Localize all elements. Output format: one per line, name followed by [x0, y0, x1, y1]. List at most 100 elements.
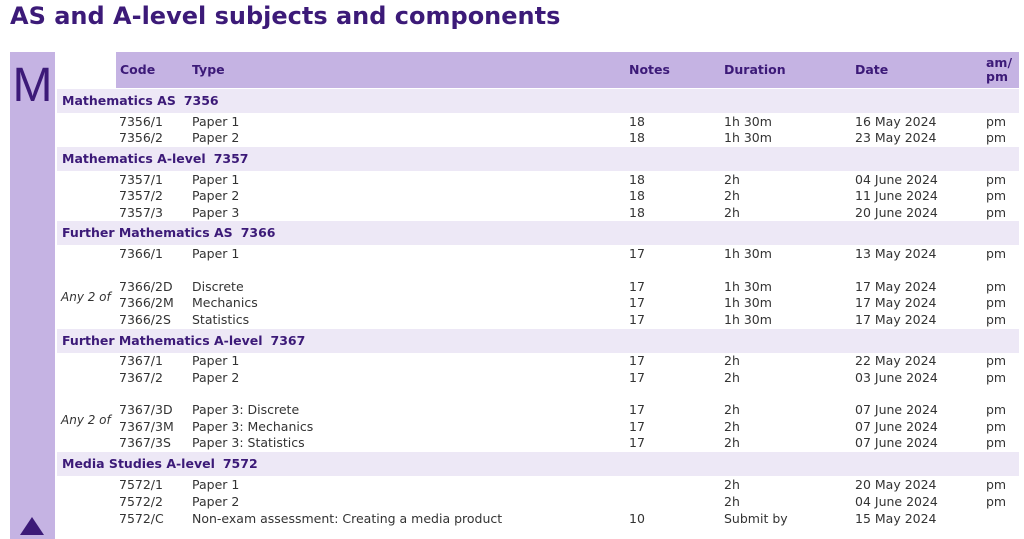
table-row: 7357/2 Paper 2 18 2h 11 June 2024 pm: [57, 188, 1019, 205]
table-row: 7367/2 Paper 2 17 2h 03 June 2024 pm: [57, 370, 1019, 387]
table-row: 7356/1 Paper 1 18 1h 30m 16 May 2024 pm: [57, 114, 1019, 131]
cell-notes: 17: [629, 295, 645, 310]
cell-duration: 1h 30m: [724, 130, 772, 145]
cell-notes: 17: [629, 435, 645, 450]
section-header: Mathematics AS 7356: [57, 89, 1019, 113]
section-code: 7366: [240, 225, 276, 240]
cell-notes: 17: [629, 370, 645, 385]
section-name: Further Mathematics AS: [62, 225, 233, 240]
cell-ampm: pm: [986, 279, 1007, 294]
group-note: Any 2 of: [61, 413, 111, 427]
page-title: AS and A-level subjects and components: [10, 2, 561, 30]
section-name: Mathematics A-level: [62, 151, 206, 166]
cell-notes: 10: [629, 511, 645, 526]
section-name: Mathematics AS: [62, 93, 176, 108]
cell-type: Paper 3: Discrete: [192, 402, 300, 417]
cell-notes: 17: [629, 353, 645, 368]
cell-ampm: pm: [986, 435, 1007, 450]
triangle-up-icon[interactable]: [20, 517, 44, 535]
cell-duration: 2h: [724, 353, 740, 368]
header-date: Date: [855, 62, 889, 77]
table-row: 7367/3S Paper 3: Statistics 17 2h 07 Jun…: [57, 435, 1019, 452]
cell-type: Paper 1: [192, 246, 240, 261]
cell-ampm: pm: [986, 172, 1007, 187]
section-code: 7367: [270, 333, 306, 348]
table-row: 7357/3 Paper 3 18 2h 20 June 2024 pm: [57, 205, 1019, 222]
table-row: 7367/3M Paper 3: Mechanics 17 2h 07 June…: [57, 419, 1019, 436]
cell-code: 7357/2: [119, 188, 163, 203]
table-row: 7367/3D Paper 3: Discrete 17 2h 07 June …: [57, 402, 1019, 419]
cell-date: 04 June 2024: [855, 172, 938, 187]
section-name: Media Studies A-level: [62, 456, 215, 471]
side-index-tab: M: [10, 52, 55, 539]
cell-code: 7366/2D: [119, 279, 173, 294]
table-row: 7367/1 Paper 1 17 2h 22 May 2024 pm: [57, 353, 1019, 370]
cell-notes: 18: [629, 205, 645, 220]
cell-type: Statistics: [192, 312, 250, 327]
cell-duration: 2h: [724, 435, 740, 450]
header-duration: Duration: [724, 62, 786, 77]
cell-ampm: pm: [986, 188, 1007, 203]
cell-notes: 17: [629, 246, 645, 261]
cell-ampm: pm: [986, 312, 1007, 327]
cell-duration: 1h 30m: [724, 114, 772, 129]
header-ampm-line2: pm: [986, 69, 1008, 84]
table-row: 7366/2D Discrete 17 1h 30m 17 May 2024 p…: [57, 279, 1019, 296]
cell-type: Paper 1: [192, 353, 240, 368]
cell-code: 7356/1: [119, 114, 163, 129]
table-row: 7366/2M Mechanics 17 1h 30m 17 May 2024 …: [57, 295, 1019, 312]
header-type: Type: [192, 62, 225, 77]
cell-code: 7366/2M: [119, 295, 174, 310]
cell-ampm: pm: [986, 205, 1007, 220]
cell-ampm: pm: [986, 419, 1007, 434]
cell-code: 7366/2S: [119, 312, 171, 327]
cell-date: 22 May 2024: [855, 353, 937, 368]
cell-notes: 18: [629, 130, 645, 145]
cell-date: 11 June 2024: [855, 188, 938, 203]
group-note: Any 2 of: [61, 290, 111, 304]
cell-code: 7367/3S: [119, 435, 171, 450]
cell-duration: 1h 30m: [724, 246, 772, 261]
cell-duration: 2h: [724, 205, 740, 220]
index-letter: M: [12, 59, 53, 112]
table-row: 7356/2 Paper 2 18 1h 30m 23 May 2024 pm: [57, 130, 1019, 147]
table-row: 7572/C Non-exam assessment: Creating a m…: [57, 511, 1019, 528]
cell-duration: Submit by: [724, 511, 788, 526]
cell-ampm: pm: [986, 130, 1007, 145]
cell-date: 20 June 2024: [855, 205, 938, 220]
cell-duration: 2h: [724, 172, 740, 187]
cell-code: 7367/1: [119, 353, 163, 368]
cell-type: Paper 3: Mechanics: [192, 419, 314, 434]
cell-date: 04 June 2024: [855, 494, 938, 509]
cell-date: 17 May 2024: [855, 295, 937, 310]
cell-date: 07 June 2024: [855, 419, 938, 434]
cell-date: 03 June 2024: [855, 370, 938, 385]
cell-notes: 18: [629, 114, 645, 129]
cell-type: Mechanics: [192, 295, 258, 310]
cell-code: 7367/3D: [119, 402, 173, 417]
table-header: Code Type Notes Duration Date am/ pm: [116, 52, 1019, 88]
table-row: 7572/1 Paper 1 2h 20 May 2024 pm: [57, 477, 1019, 494]
section-name: Further Mathematics A-level: [62, 333, 263, 348]
cell-duration: 1h 30m: [724, 279, 772, 294]
cell-code: 7572/1: [119, 477, 163, 492]
cell-type: Discrete: [192, 279, 244, 294]
cell-duration: 2h: [724, 477, 740, 492]
cell-ampm: pm: [986, 494, 1007, 509]
cell-type: Paper 2: [192, 494, 240, 509]
cell-type: Paper 1: [192, 114, 240, 129]
cell-code: 7367/3M: [119, 419, 174, 434]
cell-duration: 2h: [724, 402, 740, 417]
cell-notes: 17: [629, 402, 645, 417]
cell-date: 07 June 2024: [855, 435, 938, 450]
cell-date: 17 May 2024: [855, 279, 937, 294]
cell-date: 17 May 2024: [855, 312, 937, 327]
cell-type: Non-exam assessment: Creating a media pr…: [192, 511, 503, 526]
section-header: Further Mathematics A-level 7367: [57, 329, 1019, 353]
cell-date: 20 May 2024: [855, 477, 937, 492]
cell-notes: 17: [629, 279, 645, 294]
table-row: 7366/1 Paper 1 17 1h 30m 13 May 2024 pm: [57, 246, 1019, 263]
cell-notes: 17: [629, 419, 645, 434]
cell-code: 7572/C: [119, 511, 164, 526]
section-header: Further Mathematics AS 7366: [57, 221, 1019, 245]
